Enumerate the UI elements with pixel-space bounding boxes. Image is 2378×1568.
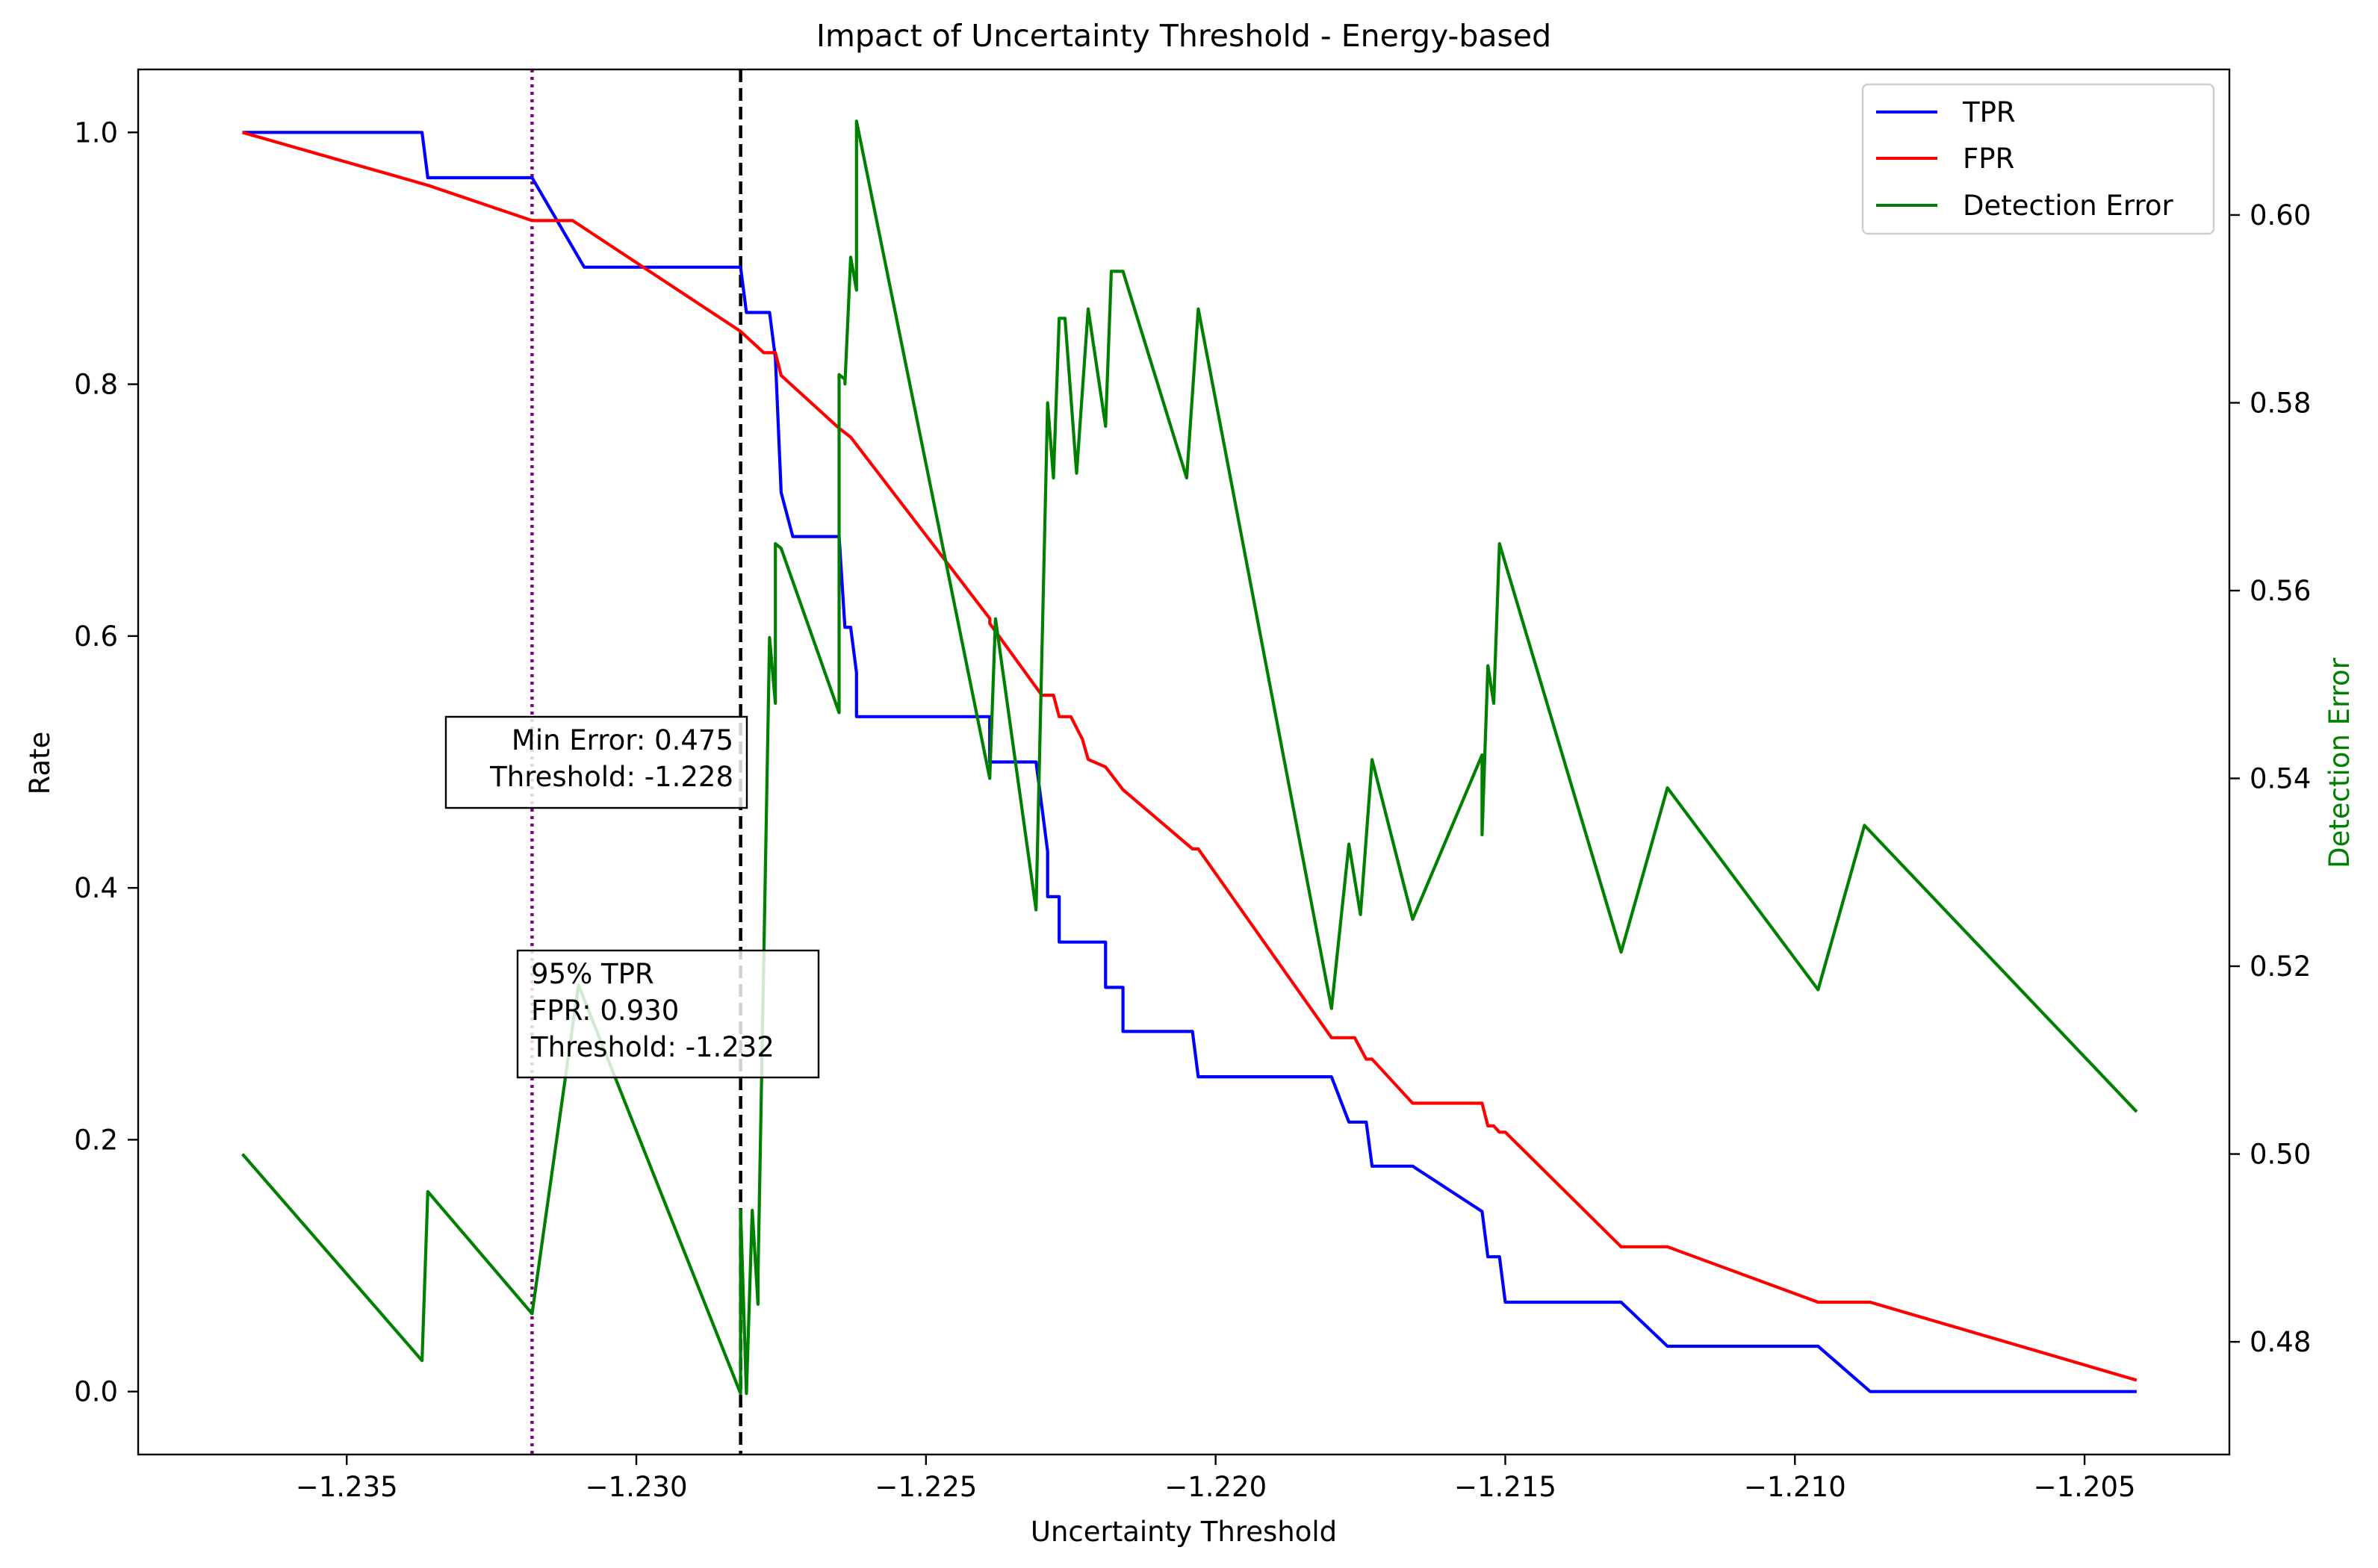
annotation-min-error-line: Threshold: -1.228 bbox=[489, 761, 733, 793]
legend-label-tpr: TPR bbox=[1962, 96, 2016, 128]
y-tick-label: 0.4 bbox=[74, 872, 118, 904]
plot-area: Min Error: 0.475 Threshold: -1.228 95% TPR… bbox=[137, 68, 2231, 1456]
annotation-tpr95-line: FPR: 0.930 bbox=[531, 995, 679, 1027]
annotation-tpr95: 95% TPR FPR: 0.930 Threshold: -1.232 bbox=[516, 949, 820, 1079]
legend-frame bbox=[1861, 83, 2215, 235]
annotation-layer: Min Error: 0.475 Threshold: -1.228 95% TPR… bbox=[444, 715, 820, 1079]
x-axis-label: Uncertainty Threshold bbox=[1031, 1516, 1337, 1548]
y2-tick-label: 0.50 bbox=[2250, 1139, 2311, 1171]
y2-tick-label: 0.60 bbox=[2250, 199, 2311, 231]
y-axis-right: 0.48 0.50 0.52 0.54 0.56 0.58 0.60 bbox=[2229, 199, 2311, 1358]
x-tick-label: −1.220 bbox=[1164, 1471, 1267, 1503]
y2-tick-label: 0.56 bbox=[2250, 575, 2311, 607]
annotation-tpr95-box bbox=[516, 949, 820, 1079]
y2-tick-label: 0.48 bbox=[2250, 1326, 2311, 1358]
x-tick-label: −1.235 bbox=[296, 1471, 398, 1503]
x-axis: −1.235 −1.230 −1.225 −1.220 −1.215 −1.210 −1.2… bbox=[296, 1455, 2136, 1503]
y2-axis-label: Detection Error bbox=[2323, 657, 2356, 868]
series-layer bbox=[241, 119, 2138, 1396]
chart-title: Impact of Uncertainty Threshold - Energy… bbox=[816, 18, 1551, 54]
series-line-detection-error bbox=[241, 119, 2138, 1396]
x-tick-label: −1.215 bbox=[1454, 1471, 1556, 1503]
y2-tick-label: 0.52 bbox=[2250, 951, 2311, 983]
x-tick-label: −1.205 bbox=[2034, 1471, 2136, 1503]
y-tick-label: 0.0 bbox=[74, 1376, 118, 1408]
y-tick-label: 0.2 bbox=[74, 1124, 118, 1156]
x-tick-label: −1.230 bbox=[586, 1471, 688, 1503]
plot-frame bbox=[137, 68, 2231, 1456]
x-tick-label: −1.210 bbox=[1744, 1471, 1846, 1503]
y-tick-label: 0.8 bbox=[74, 369, 118, 401]
annotation-min-error-box bbox=[444, 715, 748, 809]
annotation-min-error-line: Min Error: 0.475 bbox=[512, 724, 733, 756]
series-line-fpr bbox=[242, 131, 2138, 1382]
legend-entry-detection-error: Detection Error bbox=[1876, 190, 2173, 222]
x-tick-label: −1.225 bbox=[875, 1471, 977, 1503]
y-axis-label: Rate bbox=[24, 732, 56, 795]
annotation-tpr95-line: Threshold: -1.232 bbox=[530, 1031, 774, 1063]
legend-entry-tpr: TPR bbox=[1876, 96, 2016, 128]
y-axis-left: 0.0 0.2 0.4 0.6 0.8 1.0 bbox=[74, 116, 138, 1408]
y-tick-label: 1.0 bbox=[74, 116, 118, 149]
y2-tick-label: 0.54 bbox=[2250, 763, 2311, 795]
annotation-tpr95-line: 95% TPR bbox=[531, 958, 654, 990]
legend-label-detection-error: Detection Error bbox=[1963, 190, 2173, 222]
y2-tick-label: 0.58 bbox=[2250, 387, 2311, 419]
series-line-tpr bbox=[242, 131, 2137, 1393]
legend-entry-fpr: FPR bbox=[1876, 143, 2014, 175]
legend: TPR FPR Detection Error bbox=[1861, 83, 2215, 235]
annotation-min-error: Min Error: 0.475 Threshold: -1.228 bbox=[444, 715, 748, 809]
legend-label-fpr: FPR bbox=[1963, 143, 2014, 175]
y-tick-label: 0.6 bbox=[74, 620, 118, 653]
